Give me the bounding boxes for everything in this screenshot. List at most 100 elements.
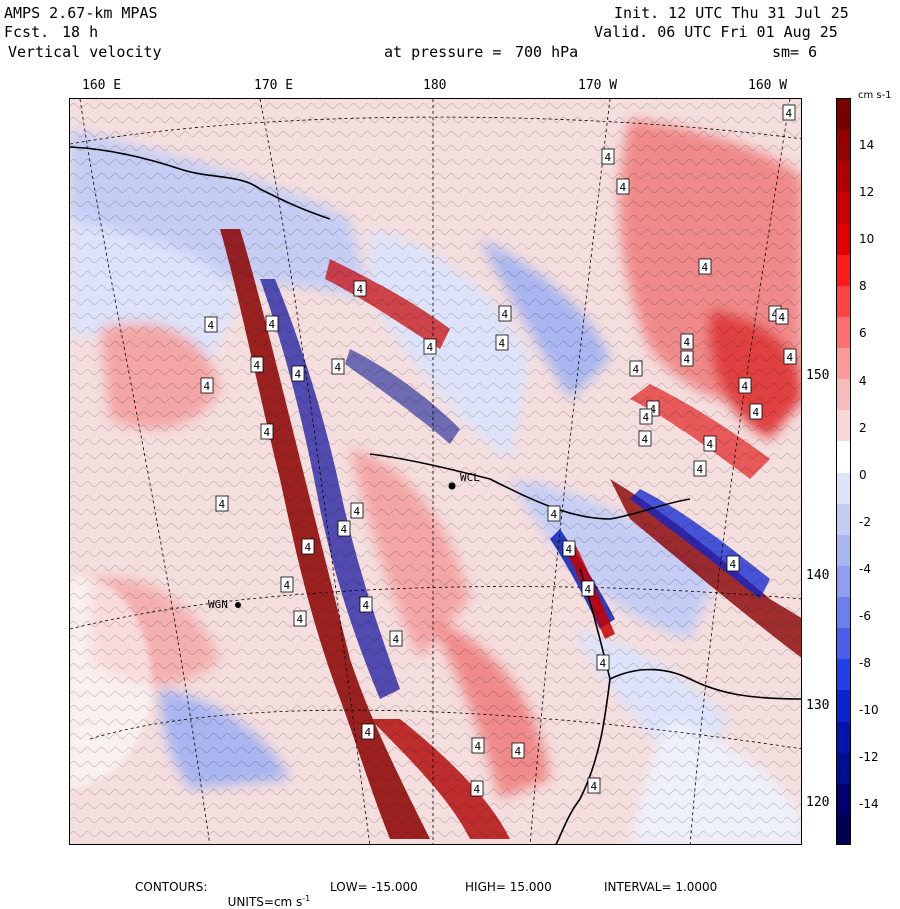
contour-label: 4 — [585, 583, 592, 596]
contour-label-box — [280, 576, 294, 593]
contour-label-box — [470, 780, 484, 797]
colorbar-unit: cm s-1 — [858, 90, 892, 101]
contour-label: 4 — [499, 337, 506, 350]
contour-label-box — [293, 610, 307, 627]
contour-label: 4 — [204, 380, 211, 393]
contour-label: 4 — [566, 543, 573, 556]
colorbar-tick-label: -14 — [859, 797, 879, 812]
contour-label: 4 — [357, 283, 364, 296]
colorbar-level — [837, 316, 850, 349]
footer-units-label: UNITS=cm s — [227, 895, 303, 909]
contour-label-box — [361, 723, 375, 740]
contour-label: 4 — [219, 498, 226, 511]
footer-interval: INTERVAL= 1.0000 — [604, 880, 718, 894]
contour-label: 4 — [786, 107, 793, 120]
contour-label: 4 — [427, 341, 434, 354]
colorbar-level — [837, 628, 850, 660]
wgn-label: WGN — [208, 598, 228, 611]
colorbar-tick-label: -10 — [859, 703, 879, 718]
contour-label-box — [581, 580, 595, 597]
contour-label-box — [495, 334, 509, 351]
forecast-hours: 18 h — [62, 23, 99, 41]
contour-label-box — [629, 360, 643, 377]
contour-label: 4 — [284, 579, 291, 592]
pressure-label: at pressure = — [384, 43, 502, 61]
contour-label-box — [698, 258, 712, 275]
contour-label: 4 — [684, 336, 691, 349]
contour-label-box — [471, 737, 485, 754]
footer-units: UNITS=cm s-1 — [220, 880, 311, 909]
contour-label: 4 — [684, 353, 691, 366]
colorbar-level — [837, 783, 850, 816]
lon-label-170e: 170 E — [254, 78, 294, 93]
colorbar-level — [837, 472, 850, 505]
colorbar-tick-label: -12 — [859, 750, 879, 765]
contour-label: 4 — [707, 438, 714, 451]
contour-label: 4 — [269, 318, 276, 331]
contour-label-box — [547, 505, 561, 522]
colorbar-level — [837, 565, 850, 598]
contour-label: 4 — [753, 406, 760, 419]
model-title: AMPS 2.67-km MPAS — [4, 4, 158, 22]
colorbar-tick-label: -4 — [859, 561, 871, 576]
colorbar — [836, 98, 851, 845]
contour-label: 4 — [779, 311, 786, 324]
contour-label-box — [562, 540, 576, 557]
contour-label: 4 — [772, 308, 779, 321]
wcl-label: WCL — [460, 471, 480, 484]
contour-label-box — [693, 460, 707, 477]
contour-label: 4 — [305, 541, 312, 554]
contour-label-box — [260, 423, 274, 440]
contour-label-box — [337, 520, 351, 537]
contour-label-box — [291, 365, 305, 382]
contour-label-box — [587, 777, 601, 794]
contour-label: 4 — [475, 740, 482, 753]
colorbar-tick-label: 2 — [859, 420, 867, 435]
wcl-dot — [448, 482, 456, 490]
contour-label: 4 — [742, 380, 749, 393]
contour-label-box — [498, 305, 512, 322]
lon-label-160e: 160 E — [82, 78, 122, 93]
contour-label-box — [738, 377, 752, 394]
footer-high: HIGH= 15.000 — [465, 880, 552, 894]
colorbar-tick-label: 12 — [859, 185, 875, 200]
contour-label: 4 — [502, 308, 509, 321]
colorbar-level — [837, 814, 850, 844]
contour-label-box — [331, 358, 345, 375]
contour-label-box — [783, 348, 797, 365]
contour-label-box — [680, 333, 694, 350]
pressure-value: 700 hPa — [515, 43, 579, 61]
contour-label: 4 — [643, 411, 650, 424]
contour-label-box — [301, 538, 315, 555]
colorbar-level — [837, 379, 850, 411]
init-time: Init. 12 UTC Thu 31 Jul 25 — [614, 4, 849, 22]
colorbar-level — [837, 348, 850, 380]
colorbar-tick-label: -2 — [859, 514, 871, 529]
colorbar-tick-label: 0 — [859, 467, 867, 482]
colorbar-tick-label: 4 — [859, 373, 867, 388]
contour-label: 4 — [551, 508, 558, 521]
contour-label: 4 — [730, 558, 737, 571]
contour-label: 4 — [620, 181, 627, 194]
contour-label: 4 — [335, 361, 342, 374]
graticule — [70, 99, 801, 844]
colorbar-level — [837, 161, 850, 193]
colorbar-tick-label: 6 — [859, 326, 867, 341]
colorbar-level — [837, 503, 850, 536]
field-name: Vertical velocity — [8, 43, 162, 61]
colorbar-tick-label: 14 — [859, 138, 875, 152]
contour-label-box — [265, 315, 279, 332]
contour-label-box — [423, 338, 437, 355]
contour-label: 4 — [474, 783, 481, 796]
colorbar-level — [837, 99, 850, 131]
colorbar-tick-label: -8 — [859, 656, 871, 671]
contour-label-box — [680, 350, 694, 367]
contour-label: 4 — [697, 463, 704, 476]
footer-low: LOW= -15.000 — [330, 880, 418, 894]
colorbar-level — [837, 597, 850, 629]
contour-label-box — [703, 435, 717, 452]
contour-label: 4 — [787, 351, 794, 364]
